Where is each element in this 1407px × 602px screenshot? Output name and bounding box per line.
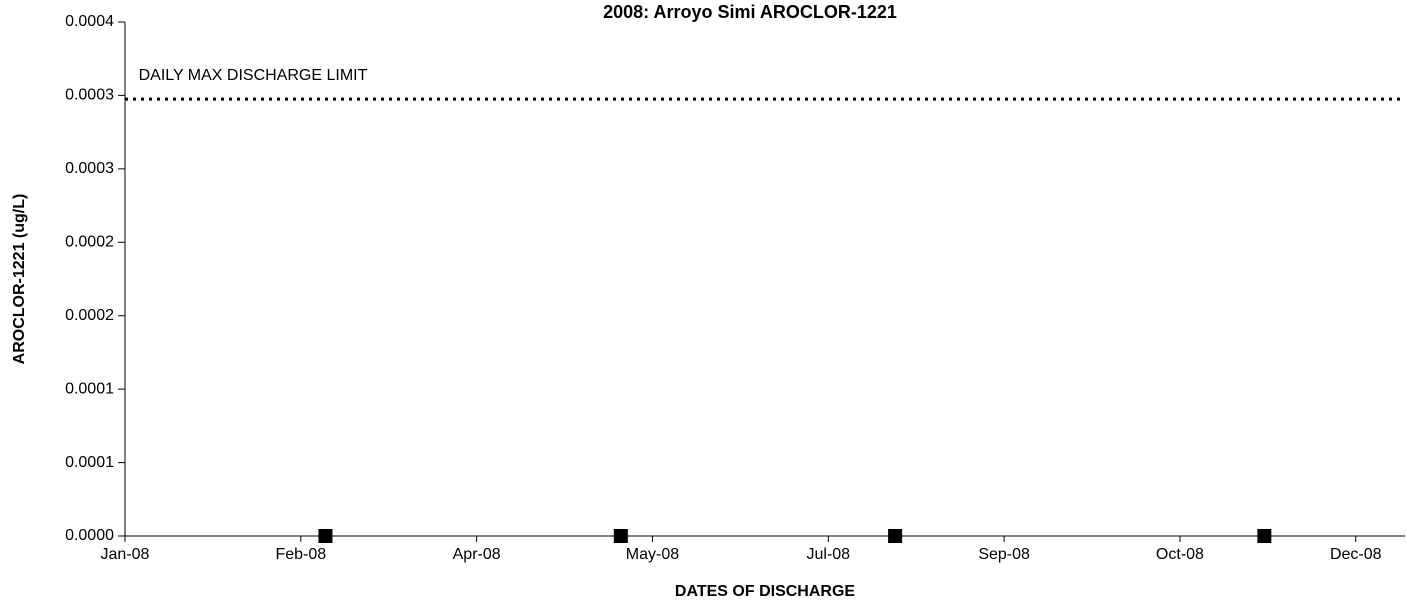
x-tick-label: May-08 [626, 546, 679, 563]
x-tick-label: Dec-08 [1330, 546, 1382, 563]
x-tick-label: Feb-08 [275, 546, 326, 563]
y-tick-label: 0.0000 [65, 527, 114, 544]
x-tick-label: Sep-08 [978, 546, 1030, 563]
x-tick-label: Oct-08 [1156, 546, 1204, 563]
y-axis-label: AROCLOR-1221 (ug/L) [11, 194, 28, 365]
marker [613, 529, 628, 543]
marker [318, 529, 333, 543]
marker [888, 529, 903, 543]
y-tick-label: 0.0002 [65, 307, 114, 324]
y-tick-label: 0.0003 [65, 160, 114, 177]
y-tick-label: 0.0001 [65, 454, 114, 471]
y-tick-label: 0.0003 [65, 87, 114, 104]
chart-title: 2008: Arroyo Simi AROCLOR-1221 [603, 2, 897, 22]
marker [1257, 529, 1272, 543]
limit-label: DAILY MAX DISCHARGE LIMIT [138, 67, 368, 84]
x-tick-label: Jan-08 [101, 546, 150, 563]
y-tick-label: 0.0004 [65, 13, 114, 30]
x-tick-label: Jul-08 [807, 546, 851, 563]
x-axis-label: DATES OF DISCHARGE [675, 583, 855, 600]
y-tick-label: 0.0001 [65, 380, 114, 397]
y-tick-label: 0.0002 [65, 233, 114, 250]
x-tick-label: Apr-08 [453, 546, 501, 563]
